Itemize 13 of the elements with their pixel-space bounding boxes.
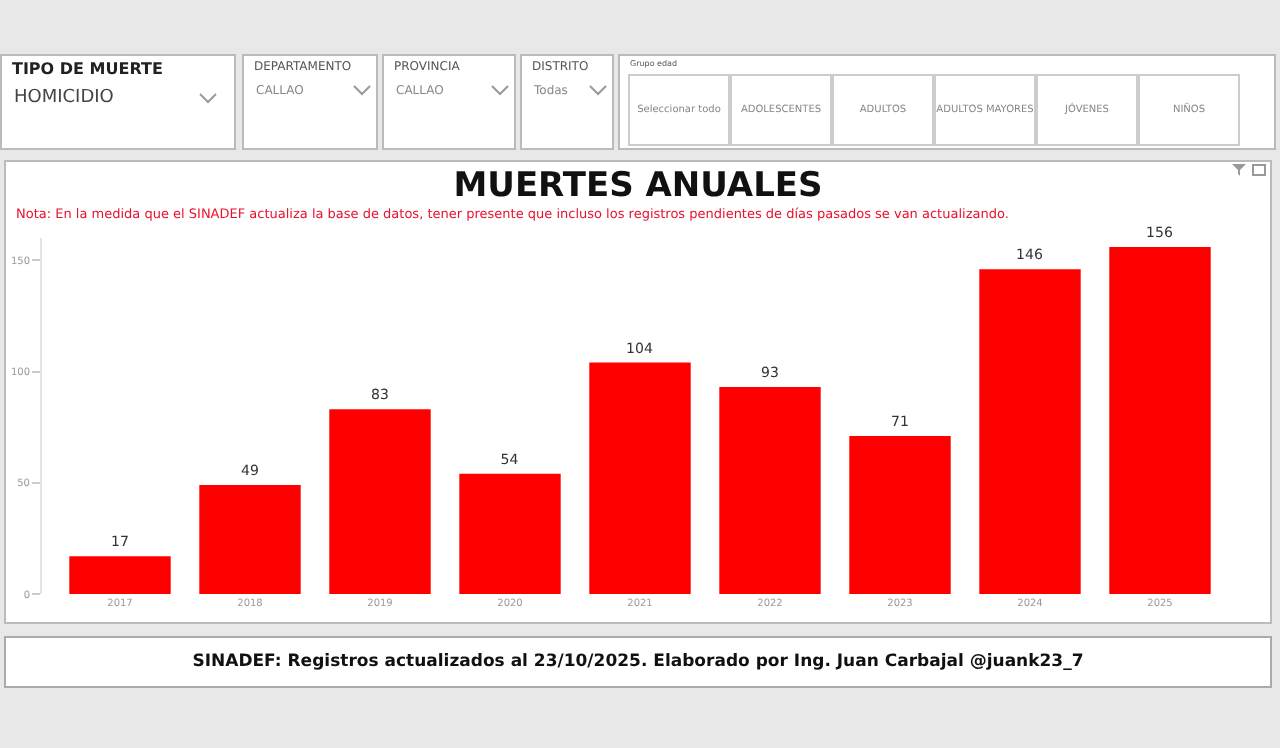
bar [199,484,301,594]
bar [979,269,1081,594]
text: HOMICIDIO [14,88,114,108]
bar [589,362,691,594]
bar [1109,246,1211,594]
bar [849,436,951,594]
text: SINADEF: Registros actualizados al 23/10/2025. Elaborado por Ing. Juan Carbajal @juank23_7 [4,636,1272,688]
text: TIPO DE MUERTE [12,60,163,78]
bar [719,387,821,594]
bar [69,556,171,594]
bar [329,409,431,594]
chart-title: MUERTES ANUALES [451,166,825,206]
bar [459,473,561,594]
